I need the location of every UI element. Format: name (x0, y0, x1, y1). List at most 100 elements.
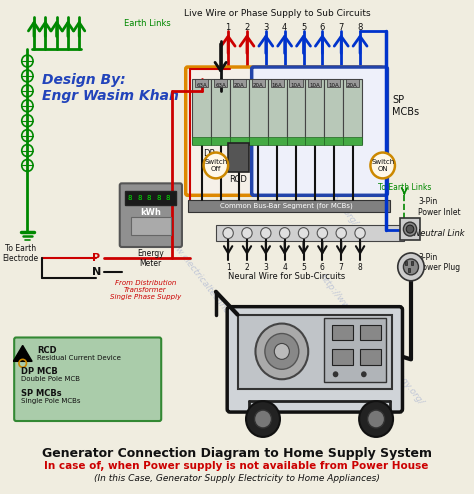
Circle shape (255, 410, 272, 428)
Circle shape (406, 225, 414, 233)
Bar (287, 79, 305, 144)
Circle shape (274, 343, 290, 359)
Bar (268, 137, 287, 145)
Bar (360, 325, 381, 340)
Text: 8: 8 (156, 195, 161, 201)
Text: Switch
ON: Switch ON (371, 159, 394, 172)
Bar (228, 143, 249, 172)
Text: 10A: 10A (310, 83, 320, 88)
Text: Live Wire or Phase Supply to Sub Circuits: Live Wire or Phase Supply to Sub Circuit… (184, 9, 371, 18)
Circle shape (204, 153, 228, 178)
Circle shape (370, 153, 395, 178)
Text: kWh: kWh (140, 208, 161, 217)
Text: 2: 2 (245, 23, 250, 32)
Circle shape (298, 228, 309, 239)
FancyBboxPatch shape (186, 67, 383, 195)
Bar (216, 225, 404, 241)
Text: Double Pole MCB: Double Pole MCB (21, 376, 80, 382)
Bar (211, 137, 230, 145)
Bar (332, 325, 353, 340)
Bar (305, 137, 324, 145)
Bar (249, 137, 268, 145)
FancyBboxPatch shape (227, 307, 402, 412)
Text: 7: 7 (338, 23, 344, 32)
FancyBboxPatch shape (120, 183, 182, 247)
Circle shape (265, 333, 299, 370)
Bar (305, 79, 324, 144)
Bar (252, 79, 265, 87)
Bar (131, 217, 171, 235)
Text: RCD: RCD (229, 175, 247, 184)
Circle shape (359, 401, 393, 437)
Text: 20A: 20A (234, 83, 245, 88)
Text: DP MCB: DP MCB (21, 368, 57, 376)
Circle shape (336, 228, 346, 239)
Bar (214, 79, 227, 87)
Bar (332, 349, 353, 366)
Circle shape (242, 228, 252, 239)
Text: 6: 6 (320, 263, 325, 272)
Bar (268, 79, 287, 144)
Text: 5: 5 (301, 263, 306, 272)
Text: DP
MCB: DP MCB (200, 149, 219, 168)
Bar (400, 218, 420, 240)
Circle shape (246, 401, 280, 437)
Bar (287, 137, 305, 145)
Text: 4: 4 (282, 263, 287, 272)
Bar (126, 191, 176, 205)
FancyBboxPatch shape (14, 337, 161, 421)
Text: Energy
Meter: Energy Meter (137, 249, 164, 268)
Circle shape (403, 222, 417, 236)
FancyBboxPatch shape (252, 67, 387, 195)
Text: SP MCBs: SP MCBs (21, 389, 62, 398)
Bar (290, 79, 302, 87)
Text: Single Pole MCBs: Single Pole MCBs (21, 398, 80, 404)
Bar (195, 79, 209, 87)
Text: SP
MCBs: SP MCBs (392, 95, 419, 117)
Text: 20A: 20A (347, 83, 358, 88)
Text: Generator Connection Diagram to Home Supply System: Generator Connection Diagram to Home Sup… (42, 447, 432, 460)
Text: Neutral Link: Neutral Link (414, 229, 465, 238)
Text: 8: 8 (165, 195, 170, 201)
Circle shape (355, 228, 365, 239)
Circle shape (403, 259, 419, 275)
Text: (In this Case, Generator Supply Electricity to Home Appliances): (In this Case, Generator Supply Electric… (94, 474, 380, 483)
Text: N: N (91, 267, 101, 277)
Text: To Earth Links: To Earth Links (378, 183, 431, 192)
Text: http://www.electricaltechnology.org/: http://www.electricaltechnology.org/ (252, 93, 359, 228)
Text: 8: 8 (137, 195, 142, 201)
Bar (237, 315, 392, 389)
Text: Common Bus-Bar Segment (for MCBs): Common Bus-Bar Segment (for MCBs) (220, 203, 353, 209)
Text: From Distribution
Transformer
Single Phase Supply: From Distribution Transformer Single Pha… (109, 280, 181, 300)
Bar (192, 137, 211, 145)
Bar (360, 349, 381, 366)
Bar (249, 79, 268, 144)
Bar (230, 137, 249, 145)
Text: 7: 7 (339, 263, 344, 272)
Text: 2: 2 (245, 263, 249, 272)
Bar (271, 79, 284, 87)
Text: 3-Pin
Power Inlet: 3-Pin Power Inlet (419, 197, 461, 217)
Text: 1: 1 (226, 263, 230, 272)
Bar (343, 137, 362, 145)
Text: Design By:: Design By: (42, 73, 125, 87)
Text: 3: 3 (264, 263, 268, 272)
Bar (230, 79, 249, 144)
Polygon shape (13, 345, 32, 361)
Text: 4: 4 (282, 23, 287, 32)
Bar (411, 261, 413, 265)
Text: 3: 3 (263, 23, 268, 32)
Bar (308, 79, 321, 87)
Bar (405, 261, 407, 265)
Circle shape (280, 228, 290, 239)
Bar (324, 137, 343, 145)
Circle shape (398, 253, 424, 281)
Text: 10A: 10A (291, 83, 301, 88)
Text: In case of, when Power supply is not available from Power House: In case of, when Power supply is not ava… (45, 461, 429, 471)
Text: http://www.electricaltechnology.org/: http://www.electricaltechnology.org/ (148, 213, 255, 347)
Text: 8: 8 (357, 23, 363, 32)
Bar (343, 79, 362, 144)
Circle shape (255, 324, 308, 379)
Circle shape (317, 228, 328, 239)
Text: 1: 1 (226, 23, 231, 32)
